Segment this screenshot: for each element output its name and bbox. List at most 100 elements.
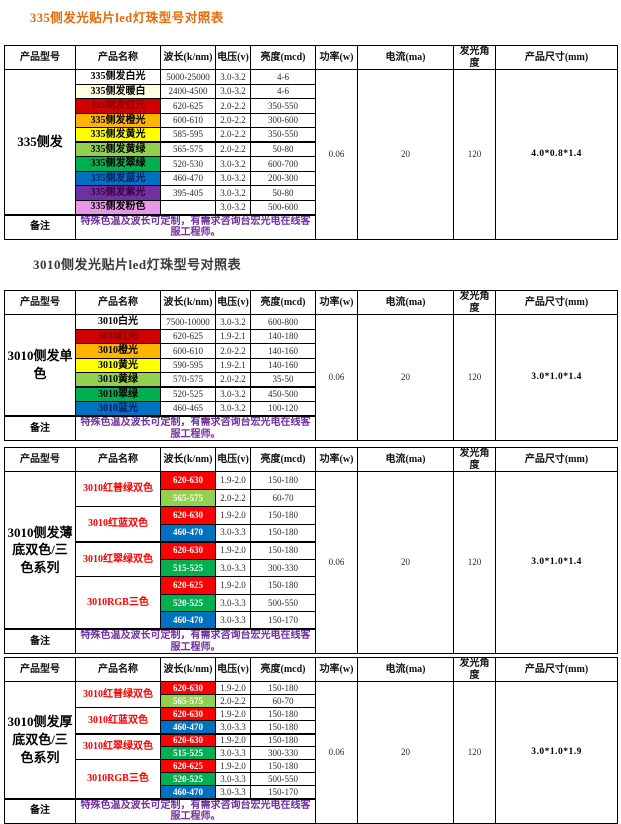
table-row: 3010侧发单色 3010白光 7500-10000 3.0-3.2 600-800 0.… xyxy=(4,314,618,441)
luminance-cell: 150-180 xyxy=(250,707,316,721)
table-row: 3010侧发厚底双色/三色系列 3010红普绿双色 620-630 1.9-2.0 15… xyxy=(4,681,618,824)
table-row: 3010黄绿 570-575 2.0-2.2 35-50 xyxy=(5,372,618,388)
product-type-cell: 335侧发 xyxy=(4,69,76,215)
voltage-cell: 1.9-2.0 xyxy=(215,681,251,695)
luminance-cell: 500-550 xyxy=(250,593,316,612)
luminance-cell: 60-70 xyxy=(250,694,316,708)
product-name-cell: 335侧发蓝光 xyxy=(75,170,161,186)
angle-cell: 120 xyxy=(453,471,496,654)
product-name-cell: 3010红普绿双色 xyxy=(75,471,161,507)
wavelength-cell: 570-575 xyxy=(160,372,216,388)
column-header-1: 产品名称 xyxy=(75,657,161,682)
wavelength-cell: 600-610 xyxy=(160,343,216,359)
column-header-5: 功率(w) xyxy=(315,447,358,472)
voltage-cell: 3.0-3.3 xyxy=(215,558,251,577)
luminance-cell: 600-700 xyxy=(250,156,316,172)
product-name-cell: 335侧发白光 xyxy=(75,69,161,85)
luminance-cell: 140-160 xyxy=(250,343,316,359)
remark-row: 备注 特殊色温及波长可定制，有需求咨询台宏光电在线客服工程师。 xyxy=(4,415,618,441)
wavelength-cell: 460-470 xyxy=(160,720,216,734)
column-header-7: 发光角度 xyxy=(453,657,496,682)
luminance-cell: 200-300 xyxy=(250,170,316,186)
angle-cell: 120 xyxy=(453,69,496,240)
luminance-cell: 140-160 xyxy=(250,357,316,373)
remark-label-cell: 备注 xyxy=(4,797,76,824)
voltage-cell: 1.9-2.0 xyxy=(215,759,251,773)
product-name-cell: 3010白光 xyxy=(75,314,161,330)
product-name-cell: 335侧发粉色 xyxy=(75,199,161,215)
column-header-0: 产品型号 xyxy=(4,657,76,682)
luminance-cell: 150-170 xyxy=(250,785,316,799)
luminance-cell: 150-180 xyxy=(250,523,316,542)
table-row: 3010RGB三色 620-625 1.9-2.0 150-180 xyxy=(5,759,618,799)
product-type-cell: 3010侧发薄底双色/三色系列 xyxy=(4,471,76,630)
voltage-cell: 3.0-3.3 xyxy=(215,746,251,760)
luminance-cell: 150-180 xyxy=(250,681,316,695)
luminance-cell: 100-120 xyxy=(250,401,316,417)
luminance-cell: 60-70 xyxy=(250,488,316,507)
voltage-cell: 3.0-3.3 xyxy=(215,523,251,542)
wavelength-cell: 620-630 xyxy=(160,707,216,721)
luminance-cell: 150-180 xyxy=(250,506,316,525)
column-header-2: 波长(k/nm) xyxy=(160,290,216,315)
header-row: 产品型号 产品名称 波长(k/nm) 电压(v) 亮度(mcd) 功率(w) 电流(ma) 发… xyxy=(4,290,618,315)
product-type-cell: 3010侧发厚底双色/三色系列 xyxy=(4,681,76,799)
size-cell: 3.0*1.0*1.4 xyxy=(495,314,618,441)
column-header-3: 电压(v) xyxy=(215,290,251,315)
current-cell: 20 xyxy=(357,314,454,441)
voltage-cell: 3.0-3.2 xyxy=(215,199,251,215)
table-row: 515-525 3.0-3.3 300-330 xyxy=(5,558,618,577)
product-name-cell: 3010翠绿 xyxy=(75,386,161,402)
column-header-5: 功率(w) xyxy=(315,45,358,70)
luminance-cell: 300-330 xyxy=(250,746,316,760)
angle-cell: 120 xyxy=(453,681,496,824)
remark-row: 备注 特殊色温及波长可定制，有需求咨询台宏光电在线客服工程师。 xyxy=(4,628,618,654)
table-row: 335侧发黄绿 565-575 2.0-2.2 50-80 xyxy=(5,141,618,157)
wavelength-cell: 565-575 xyxy=(160,694,216,708)
luminance-cell: 140-180 xyxy=(250,328,316,344)
table-row: 3010红翠绿双色 620-630 1.9-2.0 150-180 xyxy=(5,540,618,577)
column-header-2: 波长(k/nm) xyxy=(160,447,216,472)
column-header-2: 波长(k/nm) xyxy=(160,657,216,682)
power-cell: 0.06 xyxy=(315,69,358,240)
product-name-cell: 335侧发橙光 xyxy=(75,112,161,128)
voltage-cell: 2.0-2.2 xyxy=(215,488,251,507)
voltage-cell: 1.9-2.0 xyxy=(215,707,251,721)
wavelength-cell: 620-625 xyxy=(160,98,216,114)
power-cell: 0.06 xyxy=(315,314,358,441)
luminance-cell: 35-50 xyxy=(250,372,316,388)
header-row: 产品型号 产品名称 波长(k/nm) 电压(v) 亮度(mcd) 功率(w) 电流(ma) 发… xyxy=(4,447,618,472)
table-row: 335侧发橙光 600-610 2.0-2.2 300-600 xyxy=(5,112,618,128)
product-name-cell: 3010红翠绿双色 xyxy=(75,540,161,577)
remark-text-cell: 特殊色温及波长可定制，有需求咨询台宏光电在线客服工程师。 xyxy=(75,628,316,654)
voltage-cell: 2.0-2.2 xyxy=(215,372,251,388)
wavelength-cell: 600-610 xyxy=(160,112,216,128)
column-header-6: 电流(ma) xyxy=(357,657,454,682)
wavelength-cell: 565-575 xyxy=(160,488,216,507)
voltage-cell: 3.0-3.2 xyxy=(215,185,251,201)
column-header-8: 产品尺寸(mm) xyxy=(495,45,618,70)
remark-text-cell: 特殊色温及波长可定制，有需求咨询台宏光电在线客服工程师。 xyxy=(75,797,316,824)
voltage-cell: 3.0-3.3 xyxy=(215,611,251,630)
wavelength-cell: 620-625 xyxy=(160,328,216,344)
voltage-cell: 1.9-2.1 xyxy=(215,357,251,373)
product-name-cell: 3010黄绿 xyxy=(75,372,161,388)
voltage-cell: 1.9-2.0 xyxy=(215,471,251,490)
product-name-cell: 335侧发翠绿 xyxy=(75,156,161,172)
product-name-cell: 3010蓝光 xyxy=(75,401,161,417)
voltage-cell: 1.9-2.0 xyxy=(215,732,251,747)
column-header-1: 产品名称 xyxy=(75,290,161,315)
table-row: 335侧发蓝光 460-470 3.0-3.2 200-300 xyxy=(5,170,618,186)
table-row: 3010黄光 590-595 1.9-2.1 140-160 xyxy=(5,357,618,373)
wavelength-cell: 515-525 xyxy=(160,746,216,760)
column-header-7: 发光角度 xyxy=(453,290,496,315)
voltage-cell: 3.0-3.3 xyxy=(215,593,251,612)
table-row: 3010侧发薄底双色/三色系列 3010红普绿双色 620-630 1.9-2.0 15… xyxy=(4,471,618,654)
current-cell: 20 xyxy=(357,69,454,240)
product-name-cell: 3010黄光 xyxy=(75,357,161,373)
voltage-cell: 3.0-3.3 xyxy=(215,785,251,799)
luminance-cell: 150-170 xyxy=(250,611,316,630)
table-row: 3010红翠绿双色 620-630 1.9-2.0 150-180 xyxy=(5,732,618,760)
wavelength-cell: 585-595 xyxy=(160,127,216,143)
voltage-cell: 2.0-2.2 xyxy=(215,141,251,157)
